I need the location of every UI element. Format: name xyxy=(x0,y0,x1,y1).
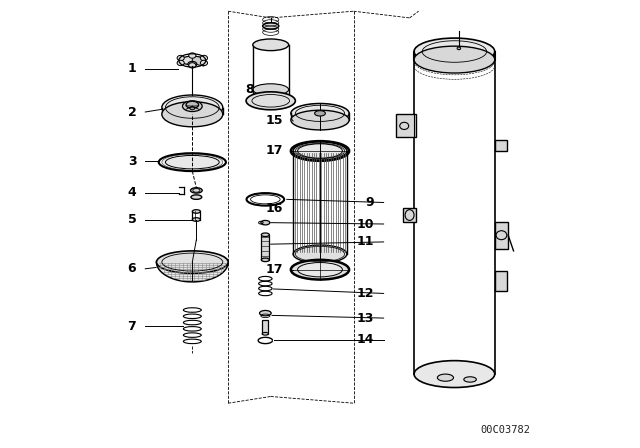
Ellipse shape xyxy=(156,251,228,273)
Bar xyxy=(495,140,508,151)
Ellipse shape xyxy=(193,210,200,213)
Ellipse shape xyxy=(464,377,476,382)
Ellipse shape xyxy=(253,39,289,51)
Ellipse shape xyxy=(200,56,207,61)
Ellipse shape xyxy=(182,101,202,112)
Text: 3: 3 xyxy=(128,155,136,168)
Bar xyxy=(261,235,269,260)
Text: 11: 11 xyxy=(356,235,374,249)
Ellipse shape xyxy=(260,310,271,316)
Ellipse shape xyxy=(414,38,495,65)
Ellipse shape xyxy=(291,103,349,123)
Text: 14: 14 xyxy=(356,333,374,346)
Ellipse shape xyxy=(200,60,207,66)
Polygon shape xyxy=(192,56,204,66)
Ellipse shape xyxy=(291,110,349,130)
Ellipse shape xyxy=(162,95,223,120)
Text: 13: 13 xyxy=(356,311,374,325)
Ellipse shape xyxy=(162,154,223,170)
Bar xyxy=(396,114,417,137)
Ellipse shape xyxy=(262,23,279,29)
Bar xyxy=(495,222,508,249)
Bar xyxy=(262,320,269,334)
Ellipse shape xyxy=(414,46,495,73)
Text: 6: 6 xyxy=(128,262,136,276)
Ellipse shape xyxy=(261,258,269,262)
Ellipse shape xyxy=(261,220,270,225)
Bar xyxy=(495,271,508,291)
Text: 7: 7 xyxy=(127,319,136,333)
Bar xyxy=(403,208,417,222)
Text: 15: 15 xyxy=(266,114,284,128)
Ellipse shape xyxy=(298,263,342,277)
Ellipse shape xyxy=(457,47,461,50)
Ellipse shape xyxy=(414,361,495,388)
Ellipse shape xyxy=(191,195,202,199)
Polygon shape xyxy=(157,262,228,282)
Ellipse shape xyxy=(191,188,202,193)
Ellipse shape xyxy=(437,374,454,381)
Ellipse shape xyxy=(291,260,349,280)
Text: 8: 8 xyxy=(245,83,253,96)
Text: 17: 17 xyxy=(266,144,284,158)
Ellipse shape xyxy=(190,107,195,110)
Text: 12: 12 xyxy=(356,287,374,300)
Ellipse shape xyxy=(186,101,198,108)
Ellipse shape xyxy=(177,56,184,61)
Text: 2: 2 xyxy=(127,105,136,119)
Ellipse shape xyxy=(298,144,342,158)
Text: 17: 17 xyxy=(266,263,284,276)
Text: 16: 16 xyxy=(266,202,284,215)
Text: 4: 4 xyxy=(127,186,136,199)
Ellipse shape xyxy=(253,84,289,95)
Ellipse shape xyxy=(262,332,269,335)
Ellipse shape xyxy=(193,218,200,221)
Text: 10: 10 xyxy=(356,217,374,231)
Text: 9: 9 xyxy=(365,196,374,209)
Ellipse shape xyxy=(177,60,184,66)
Text: 00C03782: 00C03782 xyxy=(481,426,531,435)
Ellipse shape xyxy=(246,92,296,110)
Ellipse shape xyxy=(291,141,349,161)
Text: 1: 1 xyxy=(127,62,136,75)
Text: 5: 5 xyxy=(127,213,136,226)
Ellipse shape xyxy=(315,111,325,116)
Ellipse shape xyxy=(188,61,197,67)
Ellipse shape xyxy=(293,245,347,263)
Polygon shape xyxy=(180,56,204,65)
Ellipse shape xyxy=(189,63,196,68)
Ellipse shape xyxy=(261,233,269,237)
Ellipse shape xyxy=(162,102,223,127)
Ellipse shape xyxy=(189,53,196,58)
Ellipse shape xyxy=(293,142,347,160)
